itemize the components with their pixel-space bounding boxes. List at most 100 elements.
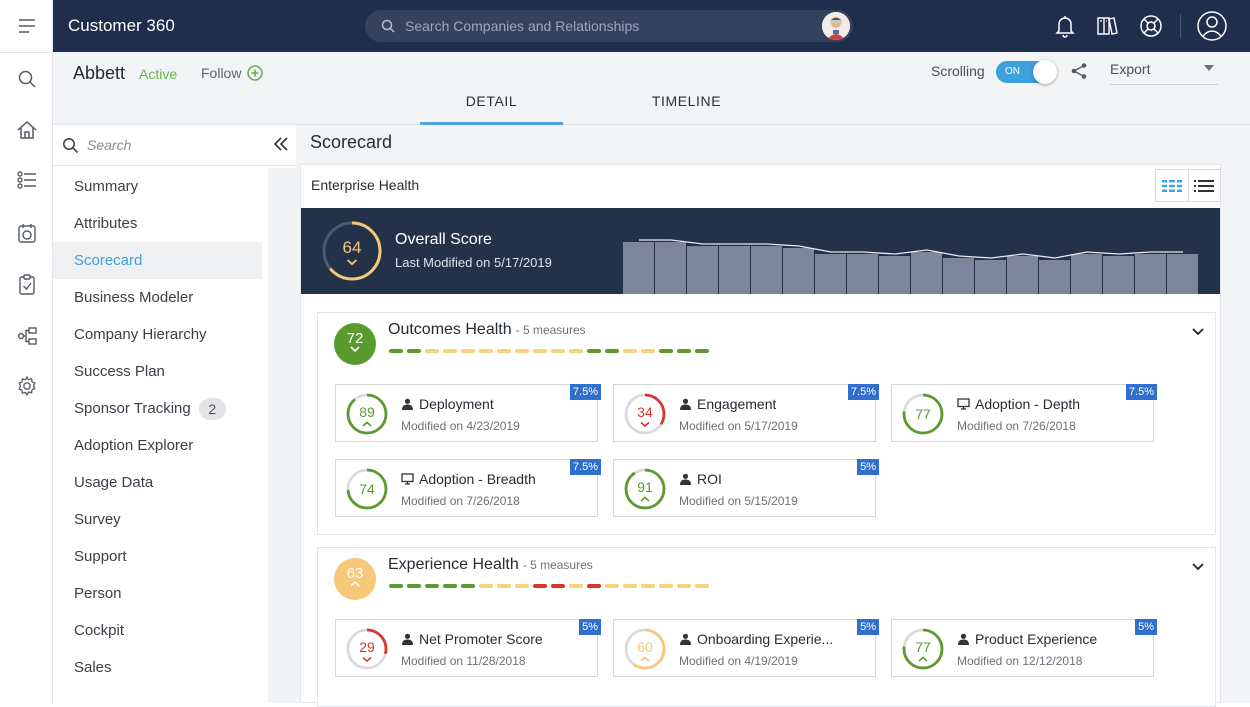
section-search-input[interactable]: Search [53,125,296,166]
sidebar-item-scorecard[interactable]: Scorecard [53,242,262,279]
caret-down-icon [1204,65,1214,71]
sidebar-item-survey[interactable]: Survey [53,501,262,538]
grid-view-icon[interactable] [1156,170,1189,201]
measure-card[interactable]: 77 Adoption - Depth Modified on 7/26/201… [891,384,1157,442]
measure-card[interactable]: 74 Adoption - Breadth Modified on 7/26/2… [335,459,601,517]
search-icon[interactable] [15,67,39,91]
sidebar-scrollbar[interactable] [268,168,296,703]
trend-bar [623,242,654,294]
sidebar-item-label: Attributes [74,215,138,232]
sidebar-item-label: Company Hierarchy [74,326,207,343]
list-icon[interactable] [15,168,39,192]
sidebar-item-company-hierarchy[interactable]: Company Hierarchy [53,316,262,353]
trend-dash [479,584,493,588]
sidebar-item-usage-data[interactable]: Usage Data [53,464,262,501]
weight-badge: 5% [857,619,879,635]
global-search-input[interactable]: Search Companies and Relationships [365,10,853,42]
sidebar-item-label: Scorecard [74,252,143,269]
home-icon[interactable] [15,118,39,142]
icon-rail [0,0,53,703]
sidebar-item-sponsor-tracking[interactable]: Sponsor Tracking 2 [53,390,262,427]
measure-name: Adoption - Breadth [401,471,536,487]
menu-button[interactable] [0,0,53,53]
svg-text:64: 64 [343,238,362,257]
measure-card[interactable]: 34 Engagement Modified on 5/17/2019 7.5% [613,384,879,442]
bell-icon[interactable] [1053,13,1079,39]
follow-button[interactable]: Follow [201,65,264,81]
sidebar-item-support[interactable]: Support [53,538,262,575]
follow-label: Follow [201,65,242,81]
measure-name-label: Engagement [697,396,777,412]
sidebar-item-sales[interactable]: Sales [53,649,262,686]
group-score: 72 [346,330,364,347]
trend-dash [551,349,565,353]
scrolling-toggle[interactable]: ON [996,60,1057,84]
divider [1180,14,1181,38]
tab-timeline[interactable]: TIMELINE [651,93,722,109]
scorecard-panel: Enterprise Health 64 Overall Score Last … [300,164,1221,707]
tab-detail[interactable]: DETAIL [420,92,563,125]
monitor-icon [401,473,414,485]
measure-name: ROI [679,471,722,487]
help-lifebuoy-icon[interactable] [1138,13,1164,39]
trend-bar [1135,254,1166,294]
trend-bar [783,248,814,294]
measure-card[interactable]: 60 Onboarding Experie... Modified on 4/1… [613,619,879,677]
trend-bar [719,246,750,294]
export-dropdown[interactable]: Export [1110,58,1218,85]
person-icon [401,398,414,410]
measure-card[interactable]: 91 ROI Modified on 5/15/2019 5% [613,459,879,517]
person-icon [679,398,692,410]
trend-bar [911,252,942,294]
person-icon [679,473,692,485]
share-icon[interactable] [1070,62,1088,80]
company-name: Abbett [73,63,126,83]
trend-bar [1007,256,1038,294]
chevron-up-icon [350,581,360,587]
trend-dash [677,349,691,353]
sidebar-item-success-plan[interactable]: Success Plan [53,353,262,390]
gear-icon[interactable] [15,374,39,398]
sidebar-item-label: Survey [74,511,121,528]
sidebar-item-attributes[interactable]: Attributes [53,205,262,242]
measure-modified-date: Modified on 4/23/2019 [401,419,520,433]
trend-dash [587,584,601,588]
sidebar-item-cockpit[interactable]: Cockpit [53,612,262,649]
avatar[interactable] [822,12,850,40]
trend-dash [641,584,655,588]
expand-group-icon[interactable] [1191,562,1205,571]
section-search-placeholder: Search [87,137,132,153]
list-view-icon[interactable] [1189,170,1221,201]
expand-group-icon[interactable] [1191,327,1205,336]
trend-dash [443,349,457,353]
collapse-sidebar-icon[interactable] [272,135,290,153]
trend-bar [655,242,686,294]
sidebar-item-business-modeler[interactable]: Business Modeler [53,279,262,316]
trend-dash [425,349,439,353]
measure-card[interactable]: 89 Deployment Modified on 4/23/2019 7.5% [335,384,601,442]
measure-card[interactable]: 29 Net Promoter Score Modified on 11/28/… [335,619,601,677]
clipboard-icon[interactable] [15,272,39,296]
trend-dash [659,584,673,588]
measure-card[interactable]: 77 Product Experience Modified on 12/12/… [891,619,1157,677]
measure-modified-date: Modified on 5/17/2019 [679,419,798,433]
trend-bar [687,246,718,294]
sidebar-item-person[interactable]: Person [53,575,262,612]
sidebar-item-label: Cockpit [74,622,125,639]
sidebar-item-adoption-explorer[interactable]: Adoption Explorer [53,427,262,464]
toggle-state: ON [1005,66,1020,77]
sidebar-item-label: Sales [74,659,112,676]
sidebar-item-summary[interactable]: Summary [53,168,262,205]
user-profile-icon[interactable] [1196,10,1228,42]
trend-dash [425,584,439,588]
measure-score: 77 [915,406,931,422]
search-icon [62,137,79,154]
book-icon[interactable] [1095,13,1121,39]
section-nav: Search Summary Attributes Scorecard Busines… [53,125,296,703]
weight-badge: 7.5% [847,384,879,400]
hierarchy-icon[interactable] [15,324,39,348]
calendar-icon[interactable] [15,221,39,245]
measure-modified-date: Modified on 11/28/2018 [401,654,526,668]
measure-name: Adoption - Depth [957,396,1080,412]
trend-dash [533,349,547,353]
